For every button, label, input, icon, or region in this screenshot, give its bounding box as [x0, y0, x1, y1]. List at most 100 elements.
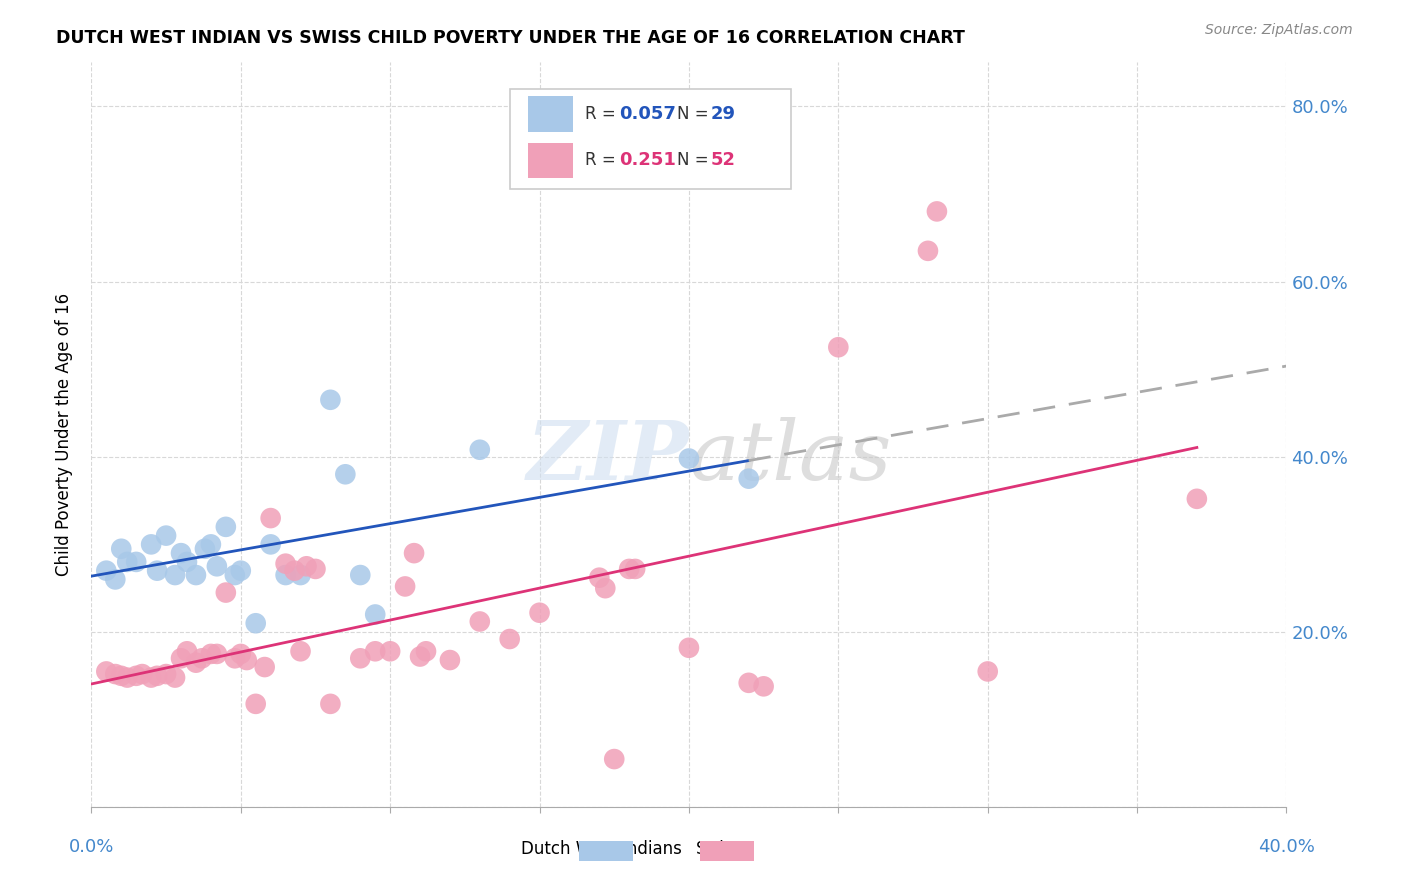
Point	[274, 568, 297, 582]
Point	[304, 562, 326, 576]
Point	[319, 697, 342, 711]
Point	[194, 541, 217, 556]
Text: N =: N =	[678, 105, 709, 123]
Point	[259, 537, 281, 551]
Point	[678, 451, 700, 466]
Point	[125, 669, 148, 683]
Point	[752, 679, 775, 693]
Point	[235, 653, 259, 667]
Point	[499, 632, 522, 646]
Point	[115, 671, 138, 685]
Point	[349, 568, 371, 582]
Point	[155, 528, 177, 542]
Point	[200, 647, 222, 661]
Point	[415, 644, 437, 658]
Point	[229, 647, 252, 661]
Point	[404, 546, 426, 560]
Point	[468, 442, 491, 457]
Text: 29: 29	[710, 105, 735, 123]
Text: N =: N =	[678, 152, 709, 169]
Point	[468, 615, 491, 629]
Text: R =: R =	[585, 105, 616, 123]
Text: Dutch West Indians: Dutch West Indians	[522, 840, 682, 858]
Point	[215, 520, 238, 534]
Point	[141, 671, 163, 685]
Point	[170, 651, 193, 665]
Point	[394, 579, 416, 593]
Point	[131, 667, 153, 681]
Point	[176, 555, 198, 569]
Point	[96, 564, 118, 578]
Point	[245, 697, 267, 711]
Point	[619, 562, 641, 576]
Point	[588, 571, 610, 585]
FancyBboxPatch shape	[527, 96, 574, 132]
Point	[191, 651, 214, 665]
Point	[364, 607, 387, 622]
Text: atlas: atlas	[689, 417, 891, 497]
Text: DUTCH WEST INDIAN VS SWISS CHILD POVERTY UNDER THE AGE OF 16 CORRELATION CHART: DUTCH WEST INDIAN VS SWISS CHILD POVERTY…	[56, 29, 965, 46]
Point	[245, 616, 267, 631]
Point	[284, 564, 307, 578]
Point	[290, 644, 312, 658]
FancyBboxPatch shape	[527, 143, 574, 178]
Point	[184, 656, 207, 670]
FancyBboxPatch shape	[509, 88, 790, 189]
Point	[163, 568, 186, 582]
Point	[205, 647, 228, 661]
Point	[200, 537, 222, 551]
Point	[253, 660, 276, 674]
Text: R =: R =	[585, 152, 616, 169]
Text: 0.251: 0.251	[620, 152, 676, 169]
Point	[827, 340, 849, 354]
Point	[593, 581, 616, 595]
Point	[529, 606, 551, 620]
Text: 0.0%: 0.0%	[69, 838, 114, 856]
Point	[319, 392, 342, 407]
Point	[364, 644, 387, 658]
Point	[678, 640, 700, 655]
Point	[215, 585, 238, 599]
Point	[603, 752, 626, 766]
Point	[224, 568, 246, 582]
Point	[737, 676, 759, 690]
Text: 40.0%: 40.0%	[1258, 838, 1315, 856]
Text: Swiss: Swiss	[696, 840, 742, 858]
Point	[170, 546, 193, 560]
Text: Source: ZipAtlas.com: Source: ZipAtlas.com	[1205, 23, 1353, 37]
Point	[163, 671, 186, 685]
Point	[141, 537, 163, 551]
Text: 0.057: 0.057	[620, 105, 676, 123]
Point	[146, 564, 169, 578]
Y-axis label: Child Poverty Under the Age of 16: Child Poverty Under the Age of 16	[55, 293, 73, 576]
Point	[176, 644, 198, 658]
Point	[125, 555, 148, 569]
Point	[259, 511, 281, 525]
Text: 52: 52	[710, 152, 735, 169]
Point	[295, 559, 318, 574]
Point	[96, 665, 118, 679]
Point	[115, 555, 138, 569]
Point	[274, 557, 297, 571]
Point	[205, 559, 228, 574]
Point	[380, 644, 402, 658]
Point	[976, 665, 998, 679]
Text: ZIP: ZIP	[526, 417, 689, 497]
Point	[624, 562, 647, 576]
Point	[409, 649, 432, 664]
Point	[925, 204, 948, 219]
Point	[439, 653, 461, 667]
Point	[110, 669, 132, 683]
Point	[335, 467, 357, 482]
Point	[1185, 491, 1208, 506]
Point	[104, 667, 127, 681]
Point	[229, 564, 252, 578]
Point	[224, 651, 246, 665]
Point	[104, 573, 127, 587]
Point	[146, 669, 169, 683]
Point	[737, 472, 759, 486]
Point	[155, 667, 177, 681]
Point	[110, 541, 132, 556]
Point	[290, 568, 312, 582]
Point	[349, 651, 371, 665]
